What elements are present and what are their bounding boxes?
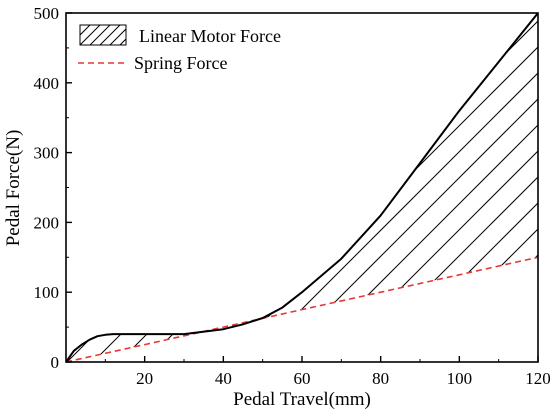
hatch-line [378,13,538,362]
y-tick-label: 500 [34,4,60,23]
series-line-spring-force [66,256,538,362]
hatch-line [326,13,538,362]
y-tick-label: 300 [34,144,60,163]
x-tick-label: 100 [447,369,473,388]
y-axis-ticks: 0 100 200 300 400 500 [34,4,72,372]
hatch-fill [66,13,538,362]
x-tick-label: 60 [294,369,311,388]
hatch-line [300,13,538,362]
hatch-line [508,13,538,362]
x-axis-ticks: 20 40 60 80 100 120 [104,356,550,388]
legend-hatch [80,25,126,45]
x-axis-title: Pedal Travel(mm) [233,389,371,410]
hatch-line [456,13,538,362]
legend-hatch-line [80,25,81,26]
legend-hatch-line [119,38,126,45]
legend-item-linear-motor-force: Linear Motor Force [79,24,281,46]
legend-label-linear-motor-force: Linear Motor Force [139,26,281,46]
hatch-line [482,13,538,362]
y-tick-label: 100 [34,283,60,302]
legend-hatch-line [109,28,126,45]
legend-item-spring-force: Spring Force [78,53,228,73]
y-tick-label: 200 [34,213,60,232]
x-tick-label: 20 [136,369,153,388]
x-tick-label: 120 [525,369,550,388]
hatch-line [404,13,538,362]
series-line-linear-motor-force [66,13,538,362]
legend-hatch-line [99,25,121,45]
legend-label-spring-force: Spring Force [134,53,228,73]
hatch-line [66,13,417,362]
legend: Linear Motor Force Spring Force [78,24,281,73]
y-axis-title: Pedal Force(N) [3,130,24,247]
legend-hatch-line [80,25,91,36]
series-layer [66,13,538,362]
legend-hatch-line [80,25,101,45]
hatch-line [274,13,538,362]
x-tick-label: 40 [215,369,232,388]
y-tick-label: 0 [51,353,60,372]
hatch-line [248,13,538,362]
y-tick-label: 400 [34,74,60,93]
legend-hatch-line [89,25,111,45]
hatch-line [196,13,538,362]
x-tick-label: 80 [372,369,389,388]
hatch-line [352,13,538,362]
